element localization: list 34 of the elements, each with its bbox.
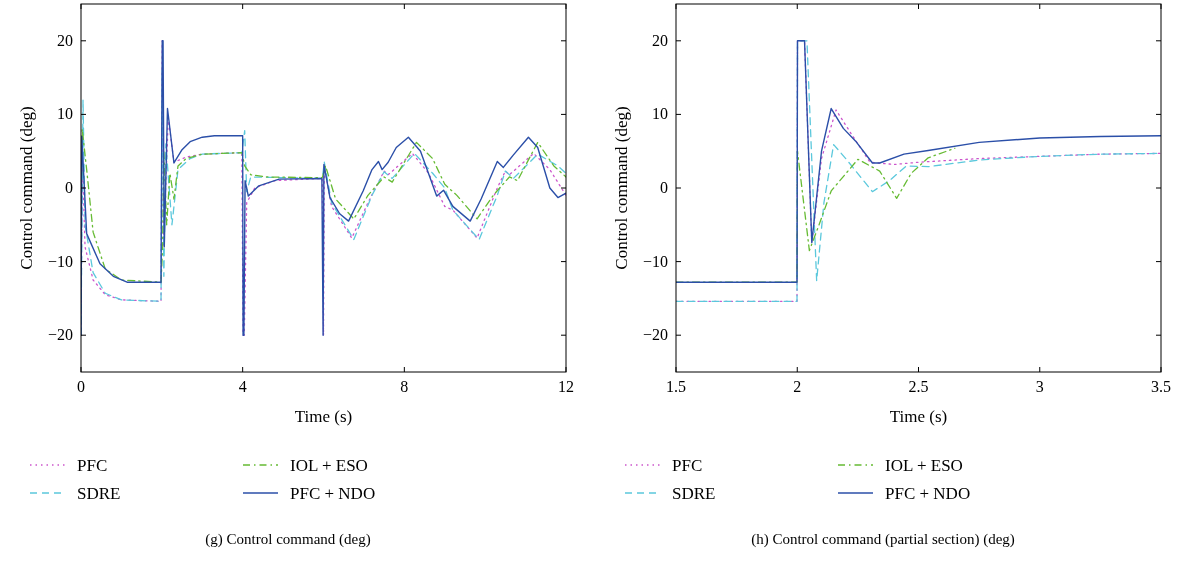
legend-label: PFC + NDO xyxy=(885,484,971,503)
x-tick-label: 4 xyxy=(238,378,247,395)
y-tick-label: −20 xyxy=(642,326,668,344)
legend-label: PFC xyxy=(672,456,703,475)
x-tick-label: 3 xyxy=(1035,378,1044,395)
x-tick-label: 2 xyxy=(793,378,802,395)
y-tick-label: 0 xyxy=(660,179,668,196)
legend-label: IOL + ESO xyxy=(290,456,368,475)
y-tick-label: −10 xyxy=(47,252,73,270)
x-tick-label: 12 xyxy=(558,378,574,395)
x-tick-label: 0 xyxy=(77,378,85,395)
y-tick-label: 20 xyxy=(652,31,668,49)
y-axis-title: Control command (deg) xyxy=(17,106,36,270)
legend-label: PFC + NDO xyxy=(290,484,376,503)
legend-label: SDRE xyxy=(77,484,121,503)
x-tick-label: 3.5 xyxy=(1151,378,1171,395)
x-tick-label: 8 xyxy=(400,378,409,395)
y-axis-title: Control command (deg) xyxy=(612,106,631,270)
text: (g) Control command (deg) xyxy=(205,531,371,548)
y-tick-label: 10 xyxy=(57,105,73,123)
y-tick-label: −20 xyxy=(47,326,73,344)
legend-label: SDRE xyxy=(672,484,716,503)
x-tick-label: 2.5 xyxy=(908,378,929,395)
y-tick-label: 20 xyxy=(57,31,73,49)
legend-label: IOL + ESO xyxy=(885,456,963,475)
line-series xyxy=(81,128,566,283)
y-tick-label: 0 xyxy=(65,179,73,196)
x-axis-title: Time (s) xyxy=(889,407,948,426)
text: (h) Control command (partial section) (deg) xyxy=(751,531,1015,548)
x-tick-label: 1.5 xyxy=(666,378,686,395)
legend-label: PFC xyxy=(77,456,108,475)
y-tick-label: 10 xyxy=(652,105,668,123)
y-tick-label: −10 xyxy=(642,252,668,270)
x-axis-title: Time (s) xyxy=(294,407,353,426)
